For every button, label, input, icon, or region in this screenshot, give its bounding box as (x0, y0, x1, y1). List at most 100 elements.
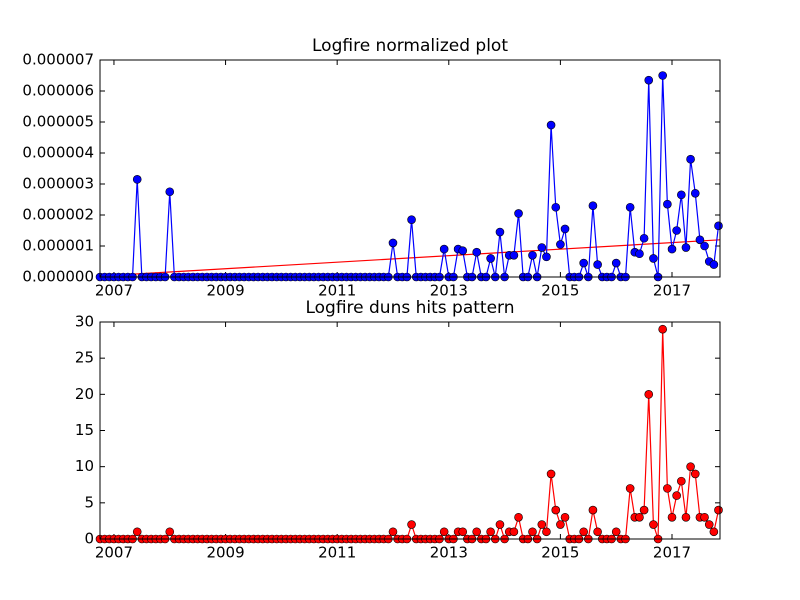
data-point (709, 260, 719, 269)
data-point (700, 512, 709, 522)
data-point (588, 201, 598, 210)
x-tick-label: 2007 (95, 544, 133, 562)
y-tick-label: 0.000006 (22, 82, 94, 100)
data-point (439, 527, 449, 537)
data-point (709, 527, 719, 537)
y-tick-label: 0.000001 (22, 237, 94, 255)
x-tick-label: 2009 (206, 544, 244, 562)
data-point (625, 484, 635, 493)
data-point (165, 527, 175, 537)
y-tick-label: 0.000000 (22, 268, 94, 286)
data-point (677, 476, 686, 486)
data-point (681, 512, 691, 522)
data-point (686, 462, 695, 471)
data-point (672, 226, 681, 235)
data-point (714, 221, 723, 231)
data-point (560, 224, 570, 234)
data-point (700, 241, 709, 251)
data-point (667, 244, 677, 254)
x-tick-label: 2013 (430, 544, 468, 562)
series-line (100, 329, 720, 541)
data-point (649, 520, 658, 529)
data-point (486, 527, 495, 537)
axes-frame (99, 321, 721, 540)
data-point (551, 202, 561, 212)
x-tick-label: 2007 (95, 282, 133, 300)
data-point (514, 209, 523, 218)
y-tick-label: 10 (75, 457, 94, 475)
data-point (546, 120, 556, 130)
trend-line (99, 239, 721, 277)
data-point (639, 505, 649, 515)
chart-title: Logfire normalized plot (312, 36, 508, 56)
data-point (132, 175, 142, 184)
x-tick-label: 2017 (653, 282, 691, 300)
data-point (556, 520, 565, 529)
data-point (681, 243, 691, 252)
data-point (579, 527, 588, 537)
axes-frame (99, 59, 721, 278)
data-point (165, 187, 175, 197)
y-tick-label: 15 (75, 421, 94, 439)
data-point (635, 512, 644, 522)
data-point (714, 505, 723, 515)
y-tick-label: 20 (75, 385, 94, 403)
x-tick-label: 2011 (318, 282, 356, 300)
x-tick-label: 2015 (541, 544, 579, 562)
y-tick-label: 0.000007 (22, 51, 94, 69)
y-tick-label: 0.000005 (22, 113, 94, 131)
data-point (407, 215, 416, 224)
data-point (690, 189, 700, 198)
y-tick-label: 30 (75, 313, 94, 331)
data-point (542, 252, 551, 262)
data-point (556, 240, 565, 249)
y-tick-label: 0.000004 (22, 144, 94, 162)
data-point (593, 527, 602, 537)
data-point (593, 260, 602, 269)
data-point (588, 505, 598, 515)
x-tick-label: 2009 (206, 282, 244, 300)
data-point (509, 251, 519, 260)
data-point (677, 190, 686, 200)
data-point (690, 469, 700, 479)
data-point (472, 527, 481, 537)
data-point (579, 258, 588, 268)
data-point (528, 251, 537, 260)
data-point (611, 258, 621, 268)
data-point (663, 484, 672, 493)
y-tick-label: 0.000003 (22, 175, 94, 193)
x-tick-label: 2011 (318, 544, 356, 562)
data-point (486, 254, 495, 263)
data-point (625, 202, 635, 212)
data-point (132, 527, 142, 537)
data-point (649, 254, 658, 263)
data-point (658, 324, 667, 334)
data-point (439, 244, 449, 254)
data-point (644, 390, 654, 399)
chart-title: Logfire duns hits pattern (305, 298, 514, 318)
data-point (472, 247, 481, 257)
series-line (100, 75, 720, 278)
data-point (514, 512, 523, 522)
y-tick-label: 0.000002 (22, 206, 94, 224)
data-point (695, 235, 705, 245)
y-tick-label: 5 (84, 493, 94, 511)
x-tick-label: 2017 (653, 544, 691, 562)
data-point (635, 249, 644, 259)
data-point (663, 199, 672, 209)
data-point (537, 243, 547, 252)
data-point (704, 520, 714, 529)
x-tick-label: 2015 (541, 282, 579, 300)
data-point (495, 227, 505, 237)
data-point (537, 520, 547, 529)
data-point (407, 520, 416, 529)
data-point (551, 505, 561, 515)
data-point (542, 527, 551, 537)
y-tick-label: 0 (84, 530, 94, 548)
data-point (560, 512, 570, 522)
data-point (611, 527, 621, 537)
data-point (509, 527, 519, 537)
data-point (388, 238, 398, 248)
data-point (644, 75, 654, 85)
